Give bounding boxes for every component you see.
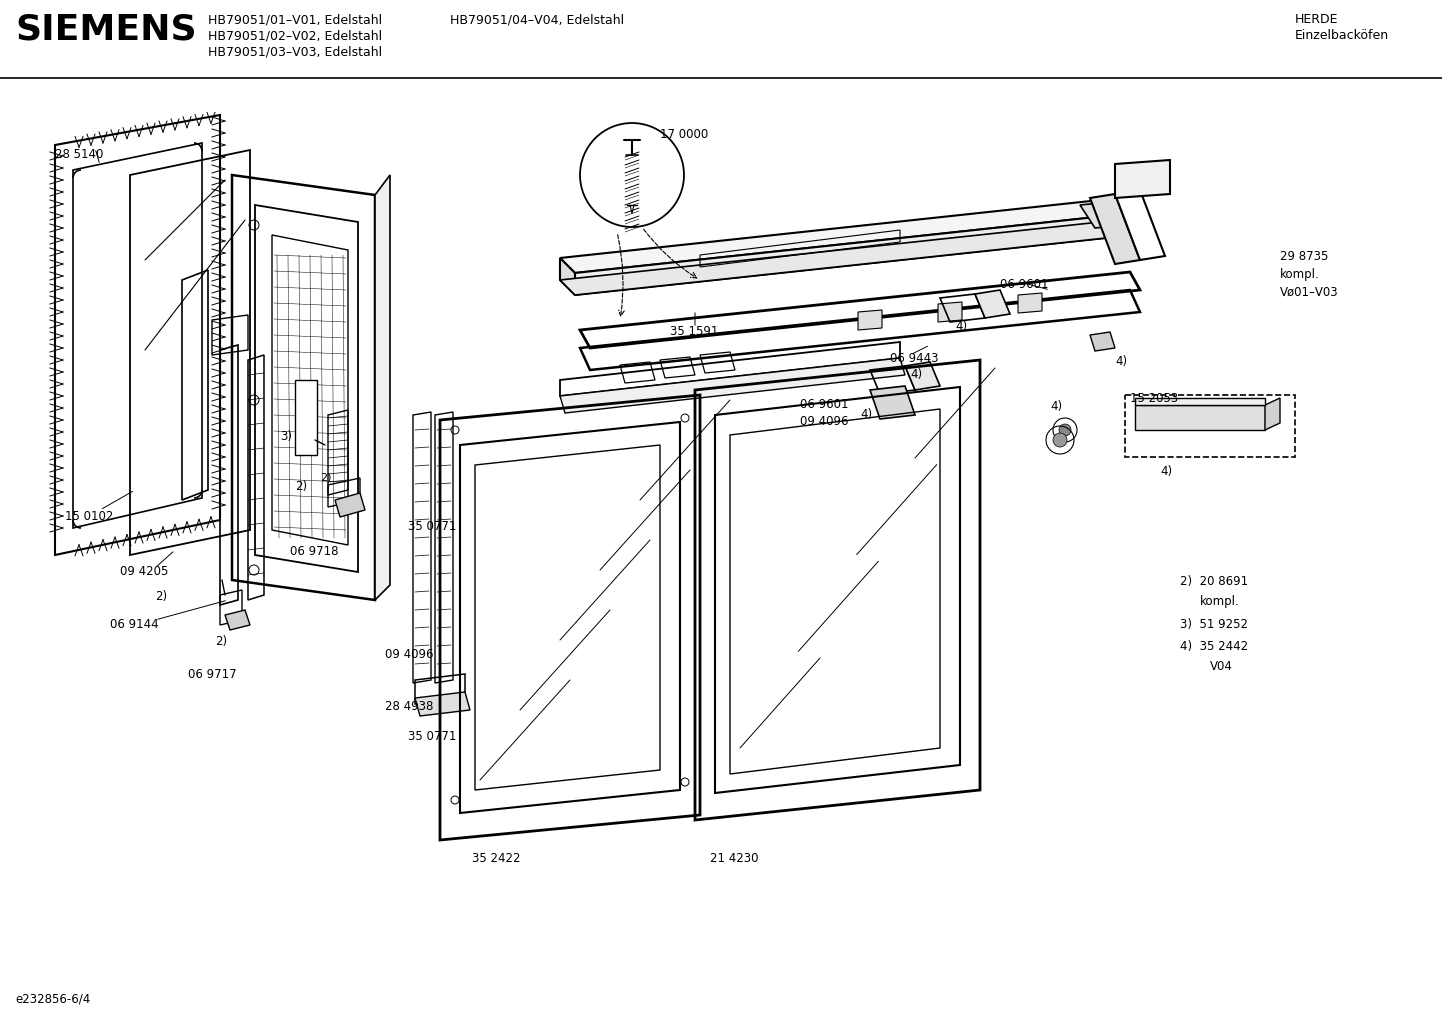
Polygon shape xyxy=(1080,202,1125,228)
Text: e232856-6/4: e232856-6/4 xyxy=(14,993,91,1005)
Polygon shape xyxy=(559,222,1115,294)
Polygon shape xyxy=(335,493,365,517)
Text: 09 4205: 09 4205 xyxy=(120,565,169,578)
Polygon shape xyxy=(1265,398,1280,430)
Text: V04: V04 xyxy=(1210,660,1233,673)
Polygon shape xyxy=(415,692,470,716)
Text: 29 8735: 29 8735 xyxy=(1280,250,1328,263)
Text: kompl.: kompl. xyxy=(1280,268,1319,281)
Polygon shape xyxy=(858,310,883,330)
Text: HB79051/03–V03, Edelstahl: HB79051/03–V03, Edelstahl xyxy=(208,45,382,58)
Polygon shape xyxy=(1090,194,1141,264)
Text: 09 4096: 09 4096 xyxy=(800,415,848,428)
Text: HB79051/02–V02, Edelstahl: HB79051/02–V02, Edelstahl xyxy=(208,29,382,42)
Text: Vø01–V03: Vø01–V03 xyxy=(1280,286,1338,299)
Text: 4): 4) xyxy=(1115,355,1128,368)
Text: 06 9601: 06 9601 xyxy=(999,278,1048,291)
Polygon shape xyxy=(559,258,575,294)
Bar xyxy=(1125,395,1295,457)
Circle shape xyxy=(1058,424,1071,436)
Text: 35 1591: 35 1591 xyxy=(671,325,718,338)
Polygon shape xyxy=(870,386,916,419)
Text: 3)  51 9252: 3) 51 9252 xyxy=(1180,618,1247,631)
Text: 17 0000: 17 0000 xyxy=(660,128,708,141)
Text: 15 2053: 15 2053 xyxy=(1131,392,1178,405)
Polygon shape xyxy=(375,175,389,600)
Text: HB79051/04–V04, Edelstahl: HB79051/04–V04, Edelstahl xyxy=(450,13,624,26)
Polygon shape xyxy=(575,215,1115,294)
Text: 4): 4) xyxy=(1159,465,1172,478)
Text: Einzelbacköfen: Einzelbacköfen xyxy=(1295,29,1389,42)
Text: 35 0771: 35 0771 xyxy=(408,730,456,743)
Polygon shape xyxy=(559,358,906,413)
Text: 15 0102: 15 0102 xyxy=(65,510,114,523)
Text: 06 9601: 06 9601 xyxy=(800,398,848,411)
Text: 06 9443: 06 9443 xyxy=(890,352,939,365)
Text: 4)  35 2442: 4) 35 2442 xyxy=(1180,640,1249,653)
Text: 4): 4) xyxy=(955,320,968,333)
Text: 4): 4) xyxy=(1050,400,1063,413)
Text: 35 0771: 35 0771 xyxy=(408,520,456,533)
Text: 2)  20 8691: 2) 20 8691 xyxy=(1180,575,1249,588)
Text: 2): 2) xyxy=(154,590,167,603)
Circle shape xyxy=(1053,433,1067,447)
Text: 35 2422: 35 2422 xyxy=(472,852,521,865)
Bar xyxy=(296,380,317,455)
Polygon shape xyxy=(1135,405,1265,430)
Text: 2): 2) xyxy=(320,472,332,482)
Text: 28 5140: 28 5140 xyxy=(55,148,104,161)
Text: 21 4230: 21 4230 xyxy=(709,852,758,865)
Text: 4): 4) xyxy=(859,408,872,421)
Polygon shape xyxy=(1115,160,1169,198)
Text: 4): 4) xyxy=(910,368,921,381)
Text: 3): 3) xyxy=(280,430,291,443)
Text: kompl.: kompl. xyxy=(1200,595,1240,608)
Text: SIEMENS: SIEMENS xyxy=(14,12,196,46)
Text: 2): 2) xyxy=(296,480,307,493)
Polygon shape xyxy=(1018,293,1043,313)
Polygon shape xyxy=(937,302,962,322)
Text: HB79051/01–V01, Edelstahl: HB79051/01–V01, Edelstahl xyxy=(208,13,382,26)
Polygon shape xyxy=(1115,190,1165,260)
Text: 28 4938: 28 4938 xyxy=(385,700,434,713)
Text: 09 4096: 09 4096 xyxy=(385,648,434,661)
Text: 06 9718: 06 9718 xyxy=(290,545,339,558)
Polygon shape xyxy=(975,290,1009,318)
Text: HERDE: HERDE xyxy=(1295,13,1338,26)
Polygon shape xyxy=(1090,332,1115,351)
Polygon shape xyxy=(1135,398,1265,405)
Text: 06 9717: 06 9717 xyxy=(187,668,236,681)
Text: 06 9144: 06 9144 xyxy=(110,618,159,631)
Polygon shape xyxy=(225,610,249,630)
Polygon shape xyxy=(906,362,940,390)
Text: 2): 2) xyxy=(215,635,228,648)
Polygon shape xyxy=(559,200,1115,273)
